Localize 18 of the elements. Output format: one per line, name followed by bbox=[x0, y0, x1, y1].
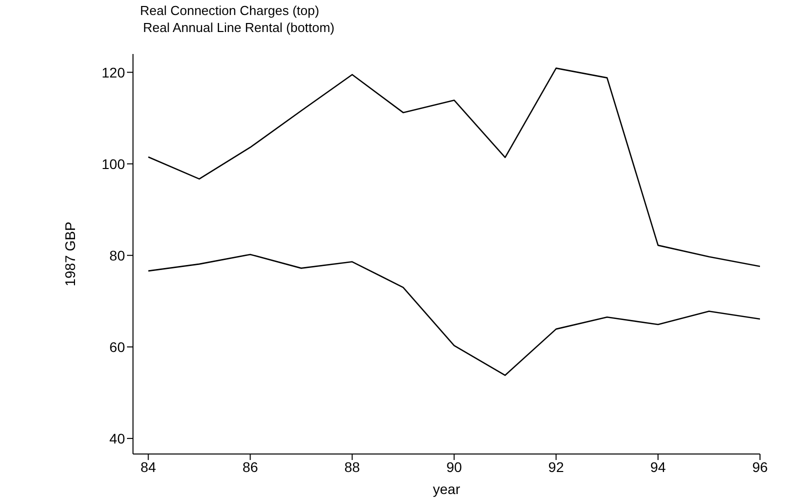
x-tick-label: 86 bbox=[242, 458, 258, 475]
y-axis-title: 1987 GBP bbox=[62, 222, 78, 286]
chart-subtitle: Real Annual Line Rental (bottom) bbox=[143, 20, 335, 35]
x-tick-label: 96 bbox=[752, 458, 768, 475]
x-tick-label: 88 bbox=[344, 458, 360, 475]
line-series bbox=[148, 68, 760, 268]
y-tick-label: 60 bbox=[109, 338, 126, 355]
x-tick-label: 84 bbox=[140, 458, 156, 475]
x-tick-label: 90 bbox=[446, 458, 462, 475]
y-tick-label: 120 bbox=[102, 64, 126, 80]
y-tick-label: 100 bbox=[102, 156, 126, 172]
chart-title: Real Connection Charges (top) bbox=[140, 3, 320, 18]
y-tick-label: 40 bbox=[109, 430, 126, 446]
line-series bbox=[148, 254, 760, 376]
y-tick-label: 80 bbox=[109, 247, 126, 264]
x-tick-label: 92 bbox=[548, 458, 564, 475]
x-tick-label: 94 bbox=[650, 458, 666, 475]
x-axis-title: year bbox=[432, 481, 460, 497]
